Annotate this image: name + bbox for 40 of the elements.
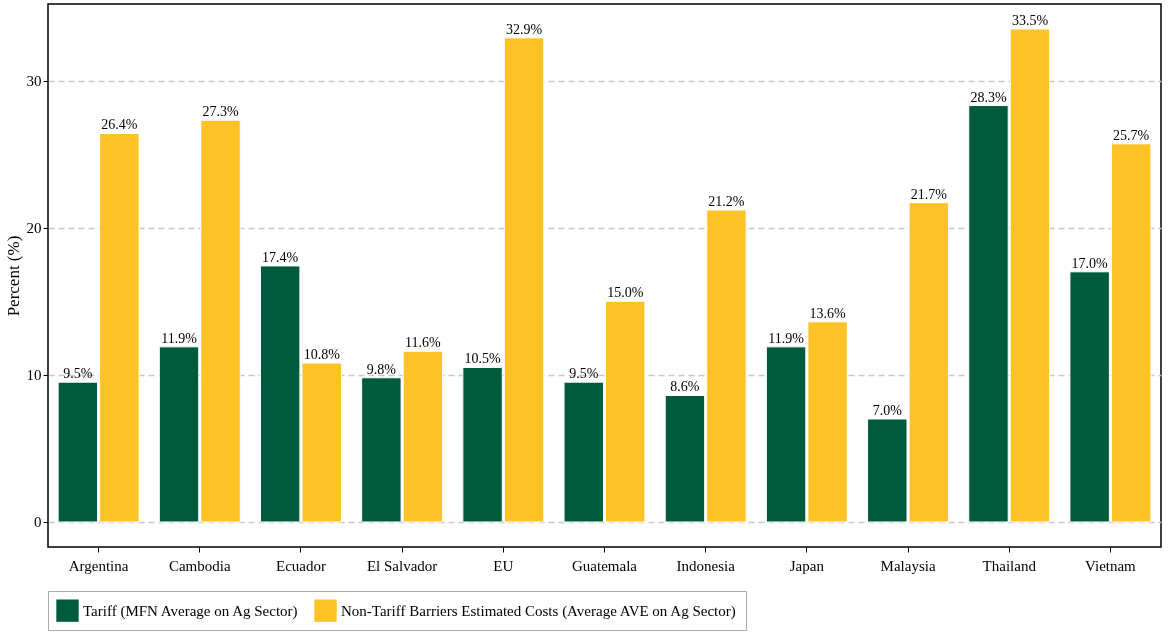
data-label: 17.4% <box>262 249 299 265</box>
data-label: 9.5% <box>569 366 599 382</box>
legend-label: Non-Tariff Barriers Estimated Costs (Average AVE on Ag Sector) <box>341 602 736 620</box>
data-label: 21.7% <box>910 186 948 202</box>
data-label: 26.4% <box>101 117 138 133</box>
y-tick-label: 20 <box>26 220 42 237</box>
x-tick-label: Argentina <box>68 557 129 574</box>
data-label: 11.9% <box>768 330 805 346</box>
y-tick-label: 0 <box>34 514 42 531</box>
data-label: 15.0% <box>607 285 644 301</box>
data-label: 10.8% <box>303 347 341 363</box>
y-tick-label: 10 <box>26 367 42 384</box>
y-tick-label: 30 <box>26 73 42 90</box>
data-label: 17.0% <box>1071 255 1109 271</box>
data-label: 21.2% <box>708 194 745 210</box>
data-label: 11.6% <box>405 335 442 351</box>
data-label: 32.9% <box>505 21 543 37</box>
x-tick-label: Indonesia <box>676 557 736 574</box>
x-tick-label: Thailand <box>982 557 1037 574</box>
data-label: 27.3% <box>202 104 239 120</box>
x-tick-label: EU <box>493 557 514 574</box>
data-label: 8.6% <box>670 379 700 395</box>
data-label: 10.5% <box>464 351 501 367</box>
data-label: 11.9% <box>161 330 198 346</box>
data-label: 25.7% <box>1113 127 1150 143</box>
x-tick-label: Guatemala <box>572 557 638 574</box>
data-label: 33.5% <box>1011 13 1049 29</box>
x-tick-label: Malaysia <box>880 557 936 574</box>
data-label: 9.5% <box>63 366 93 382</box>
data-label: 7.0% <box>872 402 903 418</box>
x-tick-label: Vietnam <box>1085 557 1137 574</box>
x-tick-label: Ecuador <box>275 557 326 574</box>
data-label: 28.3% <box>970 89 1007 105</box>
data-label: 13.6% <box>809 305 847 321</box>
x-tick-label: El Salvador <box>366 557 438 574</box>
data-label: 9.8% <box>366 361 397 377</box>
legend-label: Tariff (MFN Average on Ag Sector) <box>83 602 298 620</box>
x-tick-label: Japan <box>789 557 825 574</box>
x-tick-label: Cambodia <box>168 557 231 574</box>
y-axis-title: Percent (%) <box>3 235 23 317</box>
